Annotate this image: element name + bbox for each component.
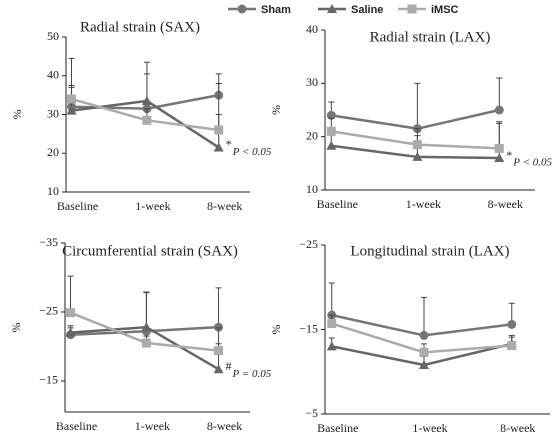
legend-label: Saline <box>351 4 383 16</box>
y-tick-label: 40 <box>47 68 59 82</box>
y-tick-label: −25 <box>39 304 58 318</box>
marker <box>213 364 224 374</box>
y-tick-label: 20 <box>306 128 318 142</box>
y-axis-label: % <box>9 323 23 333</box>
error-bar <box>414 82 421 129</box>
legend-label: Sham <box>261 4 291 16</box>
x-tick-label: 1-week <box>406 197 441 211</box>
y-tick-label: −5 <box>305 406 318 420</box>
marker <box>494 105 504 115</box>
y-tick-label: 30 <box>47 106 59 120</box>
legend-label: iMSC <box>431 4 459 16</box>
y-axis-label: % <box>269 325 283 335</box>
x-tick-label: Baseline <box>56 419 97 432</box>
x-tick-label: 1-week <box>412 421 447 432</box>
error-bar <box>215 287 222 328</box>
annotation-symbol: * <box>226 137 232 151</box>
y-axis-label: % <box>10 110 24 120</box>
y-tick-label: 10 <box>47 184 59 198</box>
marker <box>214 322 224 332</box>
marker <box>213 142 224 152</box>
chart-title: Radial strain (SAX) <box>80 19 200 35</box>
marker <box>141 338 151 348</box>
y-tick-label: −15 <box>299 321 318 335</box>
marker <box>419 330 429 340</box>
x-tick-label: 8-week <box>488 197 523 211</box>
marker <box>214 125 224 135</box>
x-tick-label: 1-week <box>135 199 170 213</box>
marker <box>407 4 417 14</box>
marker <box>326 140 337 150</box>
annotation: P = 0.05 <box>232 368 272 380</box>
marker <box>412 140 422 150</box>
x-tick-label: Baseline <box>317 197 358 211</box>
marker <box>419 347 429 357</box>
marker <box>327 319 337 329</box>
x-tick-label: 1-week <box>135 419 170 432</box>
marker <box>66 105 77 115</box>
error-bar <box>67 275 74 313</box>
x-tick-label: Baseline <box>57 199 98 213</box>
error-bar <box>328 282 335 316</box>
error-bar <box>496 77 503 110</box>
y-tick-label: −25 <box>299 237 318 251</box>
marker <box>141 322 152 332</box>
x-tick-label: 8-week <box>207 199 242 213</box>
marker <box>327 4 337 13</box>
y-tick-label: −35 <box>39 235 58 249</box>
marker <box>141 95 152 105</box>
annotation: P < 0.05 <box>232 146 272 158</box>
marker <box>214 346 224 356</box>
y-tick-label: 10 <box>306 182 318 196</box>
marker <box>419 359 429 369</box>
chart-title: Radial strain (LAX) <box>370 29 491 45</box>
error-bar <box>421 296 427 336</box>
x-tick-label: Baseline <box>317 421 358 432</box>
error-bar <box>143 292 150 328</box>
marker <box>66 308 76 318</box>
marker <box>67 94 77 104</box>
y-tick-label: 50 <box>47 29 59 43</box>
marker <box>507 319 517 329</box>
marker <box>65 327 76 337</box>
marker <box>412 151 423 161</box>
marker <box>142 115 152 125</box>
marker <box>507 341 517 351</box>
y-tick-label: 40 <box>306 22 318 36</box>
x-tick-label: 8-week <box>500 421 535 432</box>
marker <box>326 126 336 136</box>
y-axis-label: % <box>269 105 283 115</box>
annotation-symbol: # <box>226 359 232 373</box>
y-tick-label: 30 <box>306 75 318 89</box>
chart-title: Longitudinal strain (LAX) <box>350 243 509 259</box>
y-tick-label: 20 <box>47 145 59 159</box>
y-tick-label: −15 <box>39 373 58 387</box>
annotation-symbol: * <box>506 148 512 162</box>
chart-title: Circumferential strain (SAX) <box>62 243 238 259</box>
x-tick-label: 8-week <box>207 419 242 432</box>
marker <box>326 341 337 351</box>
marker <box>494 143 504 153</box>
marker <box>237 4 247 14</box>
marker <box>494 153 505 162</box>
annotation: P < 0.05 <box>512 157 552 169</box>
